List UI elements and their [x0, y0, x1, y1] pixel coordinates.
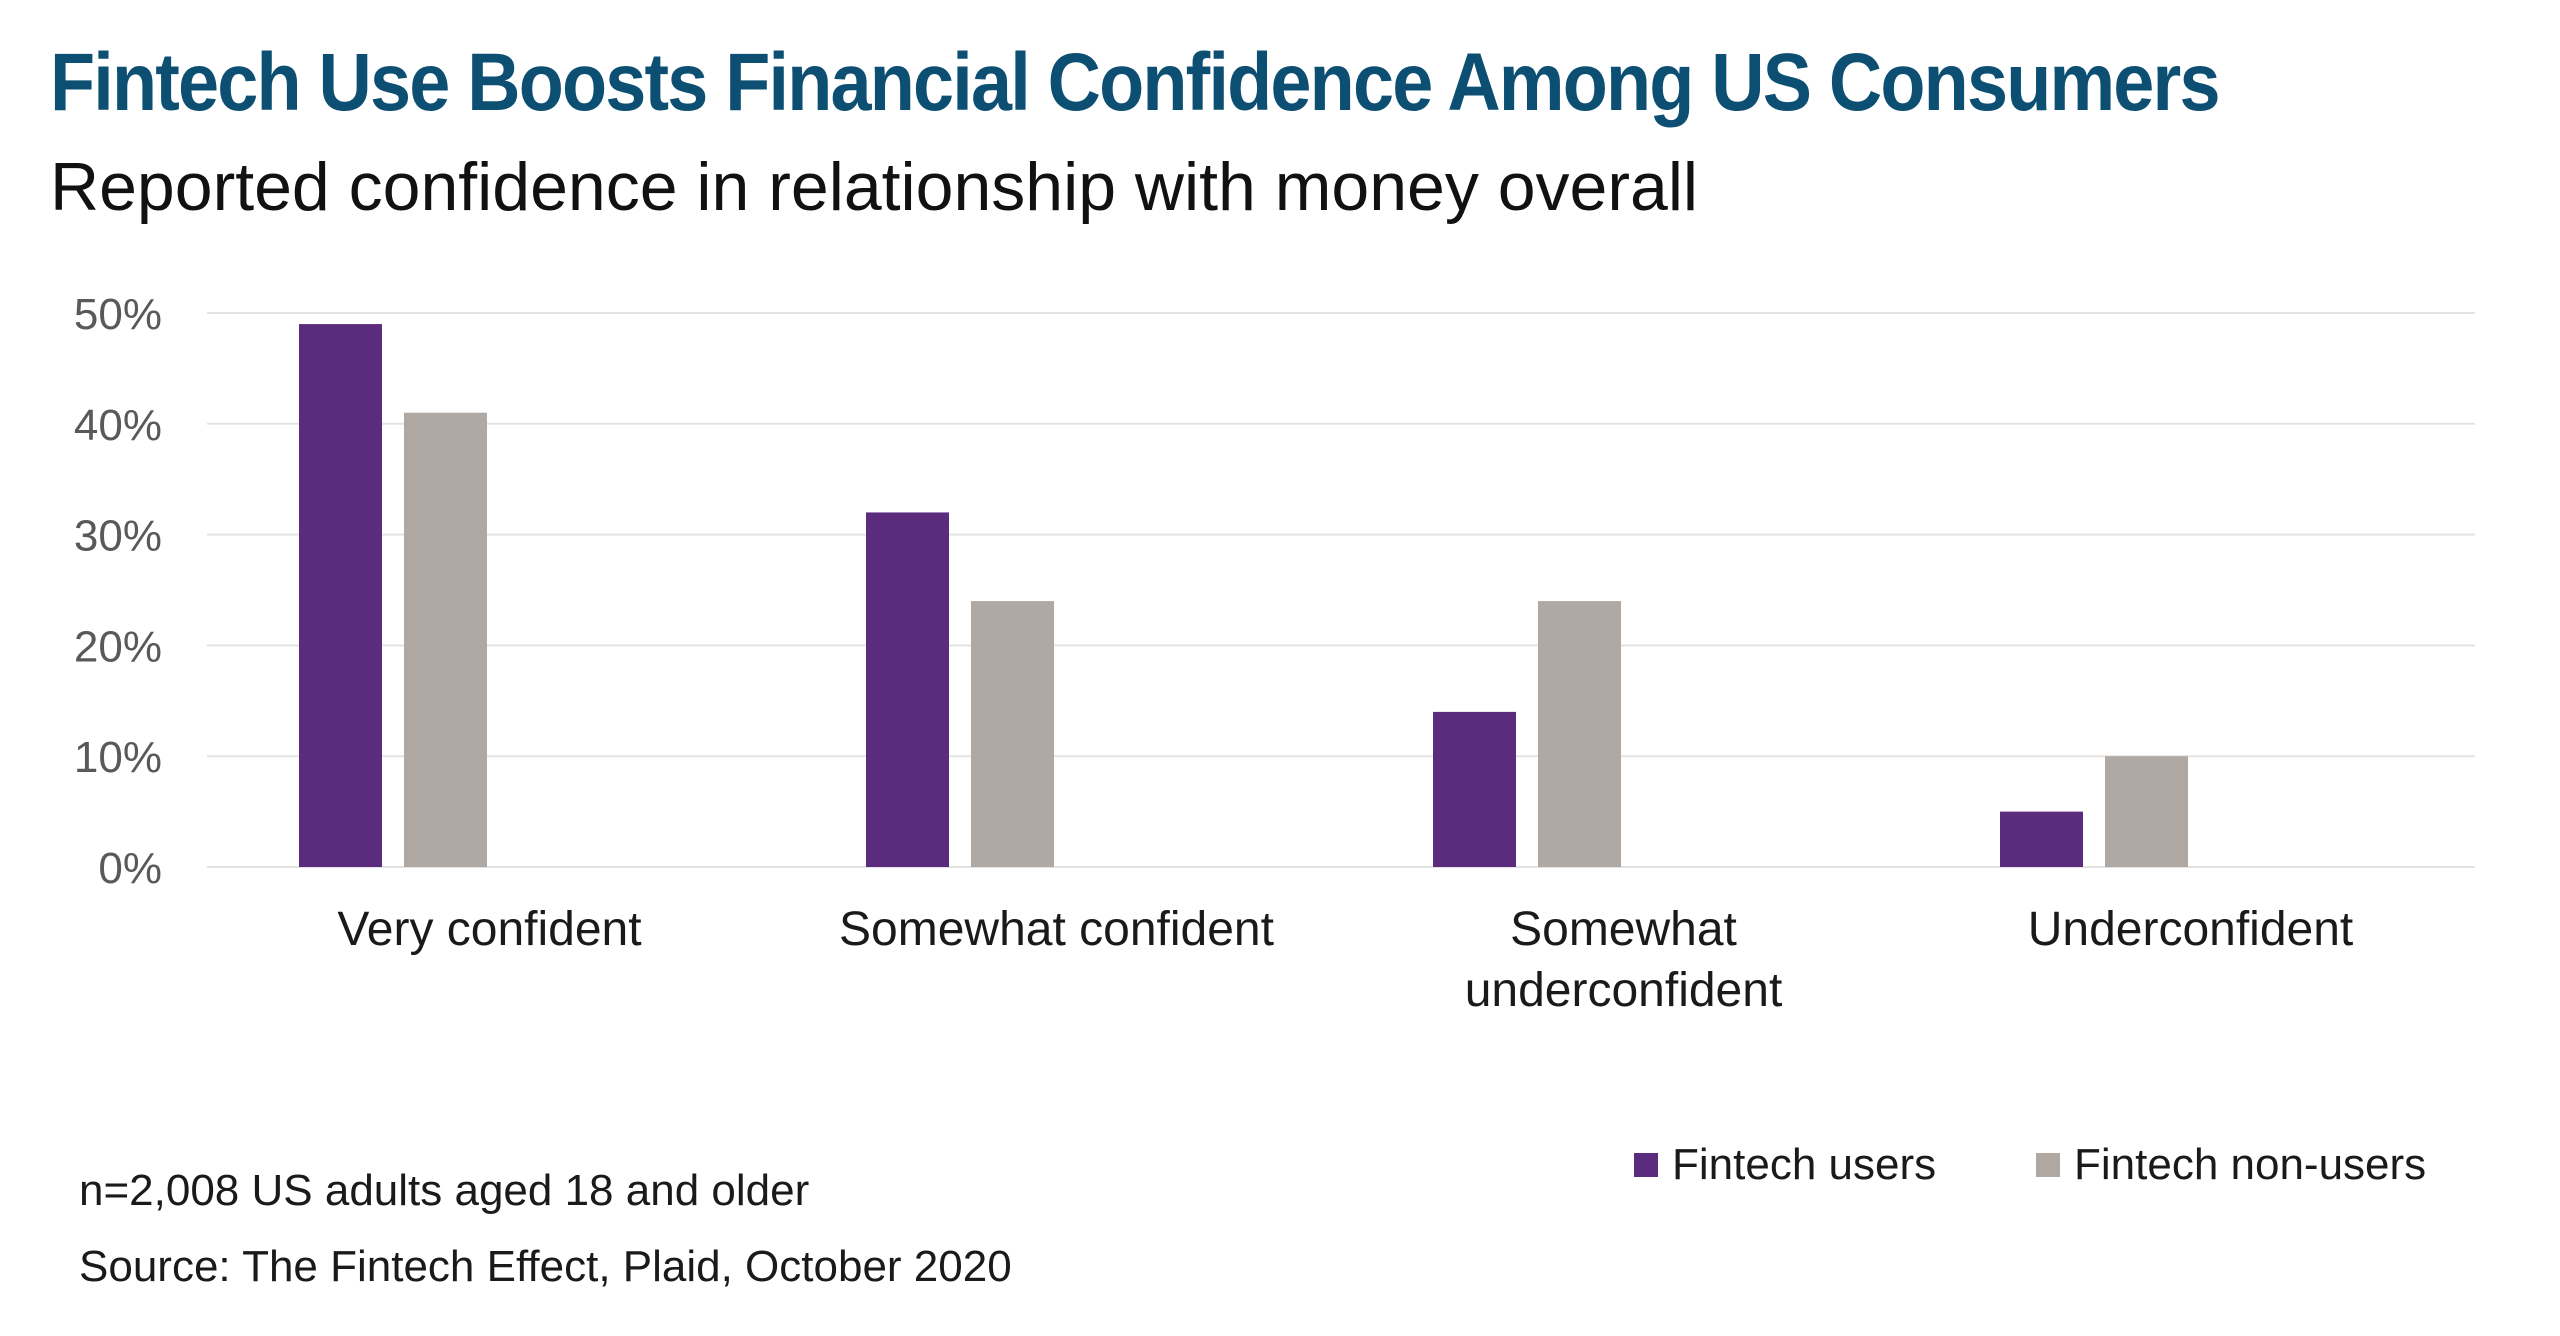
x-category-label-line: Somewhat confident [839, 903, 1274, 956]
bar-fintech-non-users [2105, 756, 2188, 867]
y-tick-label: 0% [98, 844, 162, 893]
bar-fintech-non-users [404, 412, 487, 867]
legend-label-fintech-users: Fintech users [1672, 1140, 1937, 1189]
legend-swatch-fintech-non-users [2036, 1153, 2060, 1177]
x-category-label-line: Somewhat [1510, 903, 1737, 956]
x-category-label: Somewhat underconfident [1465, 903, 1783, 1017]
y-tick-label: 20% [74, 622, 162, 671]
bars [299, 324, 2188, 868]
x-category-label: Somewhat confident [839, 903, 1274, 956]
y-axis-ticks: 0% 10% 20% 30% 40% 50% [74, 290, 162, 893]
source-note: Source: The Fintech Effect, Plaid, Octob… [79, 1242, 1012, 1291]
legend-item-fintech-non-users: Fintech non-users [2036, 1140, 2426, 1190]
bar-fintech-users [2000, 811, 2083, 867]
bar-fintech-non-users [971, 601, 1054, 867]
bar-fintech-users [1433, 711, 1516, 867]
page-subtitle: Reported confidence in relationship with… [50, 149, 1699, 225]
x-category-label-line: Very confident [337, 903, 641, 956]
y-tick-label: 30% [74, 512, 162, 561]
x-category-label: Underconfident [2028, 903, 2354, 956]
x-category-label-line: Underconfident [2028, 903, 2354, 956]
y-tick-label: 10% [74, 733, 162, 782]
bar-fintech-non-users [1538, 601, 1621, 867]
bar-fintech-users [299, 324, 382, 868]
grid-lines [207, 312, 2475, 868]
bar-fintech-users [866, 512, 949, 867]
footnote: n=2,008 US adults aged 18 and older [79, 1166, 810, 1215]
legend-label-fintech-non-users: Fintech non-users [2074, 1140, 2427, 1189]
y-tick-label: 50% [74, 290, 162, 339]
y-tick-label: 40% [74, 401, 162, 450]
page-title: Fintech Use Boosts Financial Confidence … [50, 37, 2221, 128]
legend-swatch-fintech-users [1634, 1153, 1658, 1177]
x-axis-labels: Very confident Somewhat confident Somewhat… [337, 903, 2353, 1017]
x-category-label: Very confident [337, 903, 641, 956]
x-category-label-line: underconfident [1465, 964, 1783, 1017]
legend-item-fintech-users: Fintech users [1634, 1140, 1936, 1190]
